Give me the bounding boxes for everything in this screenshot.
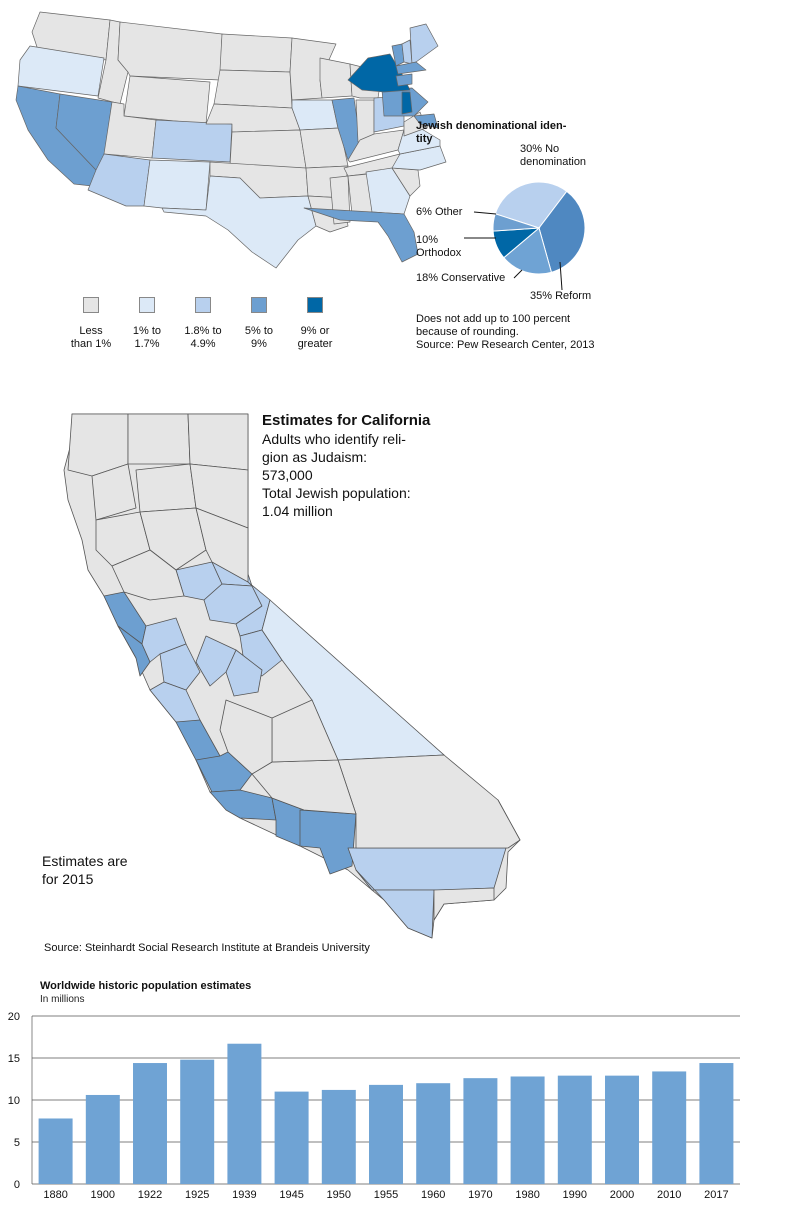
legend-label: Less than 1% — [70, 325, 112, 350]
state-ME — [409, 23, 439, 65]
legend-item: 1% to 1.7% — [112, 297, 182, 351]
bar-chart-title: Worldwide historic population estimates — [40, 980, 252, 992]
bar-1945 — [274, 1091, 309, 1184]
ca-north-10 — [111, 549, 185, 601]
bar-1950 — [321, 1089, 356, 1184]
legend-swatch — [83, 297, 99, 313]
ca-north-3 — [187, 413, 249, 471]
bar-2010 — [652, 1071, 687, 1184]
legend-label: 5% to 9% — [244, 325, 274, 350]
legend-item: 1.8% to 4.9% — [168, 297, 238, 351]
y-tick-label: 5 — [14, 1137, 20, 1149]
pie-label-other: 6% Other — [416, 206, 463, 218]
x-tick-label: 1950 — [327, 1189, 351, 1201]
state-NJ — [401, 91, 413, 115]
bar-1939 — [227, 1043, 262, 1184]
x-tick-label: 1980 — [515, 1189, 539, 1201]
legend-item: Less than 1% — [56, 297, 126, 351]
x-tick-label: 1880 — [43, 1189, 67, 1201]
ca-riverside — [347, 847, 507, 891]
y-tick-label: 0 — [14, 1179, 20, 1191]
pie-leader-line — [473, 211, 497, 215]
ca-imperial — [433, 887, 495, 921]
bar-1900 — [85, 1094, 120, 1184]
legend-label: 1% to 1.7% — [132, 325, 162, 350]
pie-slice — [503, 227, 553, 275]
california-map — [63, 413, 521, 939]
state-CT — [395, 73, 413, 87]
legend-label: 9% or greater — [297, 325, 333, 350]
x-tick-label: 1939 — [232, 1189, 256, 1201]
ca-north-4 — [91, 463, 137, 521]
ca-san-bernardino — [337, 754, 521, 849]
ca-san-diego — [355, 869, 435, 939]
bar-1925 — [180, 1059, 215, 1184]
state-MA — [395, 61, 427, 75]
legend-item: 5% to 9% — [224, 297, 294, 351]
x-tick-label: 1970 — [468, 1189, 492, 1201]
legend-swatch — [139, 297, 155, 313]
pie-label-no-denomination: 30% No denomination — [520, 143, 587, 168]
ca-marin — [117, 625, 151, 677]
legend-swatch — [307, 297, 323, 313]
pie-label-orthodox: 10% Orthodox — [416, 234, 462, 259]
california-title: Estimates for California — [262, 412, 431, 429]
us-map — [15, 11, 447, 269]
bar-2000 — [605, 1075, 639, 1184]
x-tick-label: 1955 — [374, 1189, 398, 1201]
x-tick-label: 1990 — [563, 1189, 587, 1201]
state-TX — [161, 175, 317, 269]
x-tick-label: 1900 — [91, 1189, 115, 1201]
pie-label-reform: 35% Reform — [530, 290, 592, 302]
x-tick-label: 2010 — [657, 1189, 681, 1201]
y-tick-label: 15 — [8, 1053, 20, 1065]
x-tick-label: 1960 — [421, 1189, 445, 1201]
pie-leader-line — [559, 261, 563, 291]
bar-1970 — [463, 1078, 498, 1184]
bar-1980 — [510, 1076, 545, 1184]
y-tick-label: 10 — [8, 1095, 20, 1107]
state-FL — [303, 207, 419, 263]
x-tick-label: 1922 — [138, 1189, 162, 1201]
ca-north-9 — [195, 507, 249, 583]
bar-1955 — [369, 1084, 403, 1184]
x-tick-label: 1945 — [279, 1189, 303, 1201]
bar-1990 — [557, 1075, 592, 1184]
population-bar-chart: 0 5 10 15 20 1880 1900 1922 1925 1939 1945 1950 1955… — [8, 1011, 740, 1201]
bar-1922 — [133, 1063, 167, 1184]
california-year-note: Estimates are for 2015 — [42, 853, 128, 887]
legend-swatch — [251, 297, 267, 313]
bar-2017 — [699, 1063, 734, 1184]
y-tick-label: 20 — [8, 1011, 20, 1023]
bar-1880 — [38, 1118, 73, 1184]
ca-north-5 — [135, 463, 197, 513]
pie-title: Jewish denominational iden- tity — [416, 120, 567, 145]
x-tick-label: 1925 — [185, 1189, 209, 1201]
ca-north-2 — [127, 413, 191, 465]
legend-swatch — [195, 297, 211, 313]
ca-orange — [299, 809, 357, 875]
legend-item: 9% or greater — [280, 297, 350, 351]
pie-slice — [494, 181, 568, 229]
legend-label: 1.8% to 4.9% — [184, 325, 222, 350]
ca-fresno — [195, 635, 237, 687]
bar-1960 — [416, 1083, 451, 1184]
bar-chart-subtitle: In millions — [40, 994, 85, 1005]
denomination-pie-chart — [464, 181, 586, 291]
x-tick-label: 2017 — [704, 1189, 728, 1201]
california-source: Source: Steinhardt Social Research Insti… — [44, 942, 370, 954]
pie-label-conservative: 18% Conservative — [416, 272, 506, 284]
state-MD — [413, 113, 439, 129]
california-estimates-text: Adults who identify reli- gion as Judais… — [262, 431, 411, 519]
ca-santa-clara — [159, 643, 201, 691]
state-OR — [17, 45, 105, 97]
ca-kings — [219, 699, 273, 775]
x-tick-label: 2000 — [610, 1189, 634, 1201]
state-WI — [319, 57, 353, 99]
pie-note: Does not add up to 100 percent because o… — [416, 313, 595, 351]
pie-leader-line — [513, 269, 523, 279]
